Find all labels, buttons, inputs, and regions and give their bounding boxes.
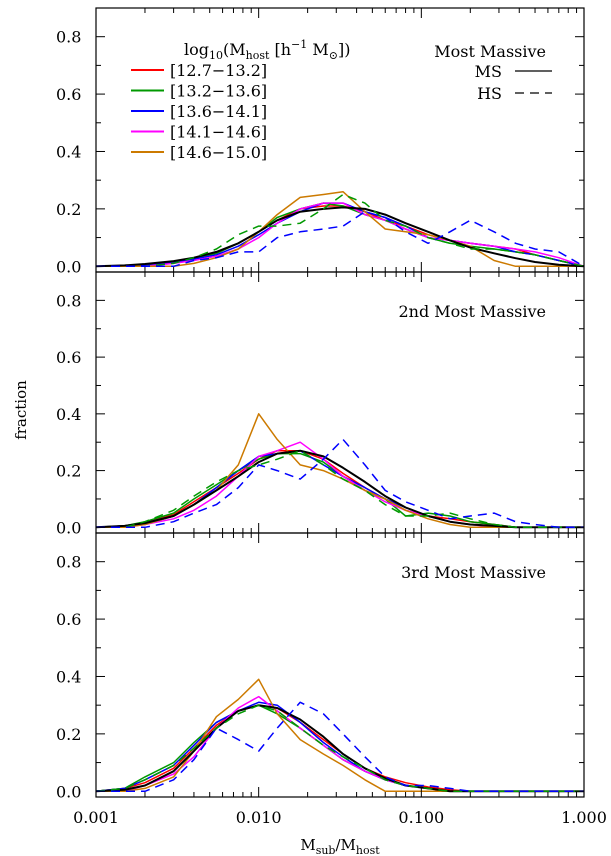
series-line-8 (96, 210, 585, 268)
legend-title-sun: ⊙ (329, 49, 338, 62)
legend-style-label: MS (475, 62, 502, 81)
series-line-6 (95, 449, 584, 529)
series-line-1 (95, 449, 584, 529)
legend-title-close: ]) (338, 40, 350, 59)
y-tick-label: 0.2 (56, 462, 81, 481)
series-line-4 (96, 202, 585, 268)
x-tick-label: 1.000 (561, 808, 607, 827)
panel-1: 0.0 0.2 0.4 0.6 0.8 Most Massive (56, 7, 585, 276)
legend-title-log-sub: 10 (209, 49, 223, 62)
legend-style-entries: MS HS (475, 62, 552, 103)
y-tick-label: 0.8 (56, 28, 81, 47)
y-tick-label: 0.2 (56, 725, 81, 744)
panel-2: 0.0 0.2 0.4 0.6 0.8 2nd Most Massive (56, 271, 585, 537)
x-axis-title-sub2: host (356, 844, 380, 856)
legend-entries: [12.7−13.2] [13.2−13.6][13.6−14.1] [14.1−1… (131, 61, 267, 162)
panel-frame (95, 532, 585, 798)
y-tick-label: 0.4 (56, 142, 81, 161)
legend-title-exp: −1 (291, 38, 307, 51)
y-tick-label: 0.0 (56, 782, 81, 801)
legend-entry-label: [13.2−13.6] (170, 82, 267, 101)
x-tick-label: 0.010 (236, 808, 282, 827)
panel-label: 3rd Most Massive (401, 563, 546, 582)
series-line-5 (96, 190, 584, 268)
y-tick-label: 0.4 (56, 405, 81, 424)
y-tick-label: 0.0 (56, 518, 81, 537)
legend-title-unit: M (307, 40, 328, 59)
series-line-7 (95, 704, 584, 793)
legend-entry-label: [14.1−14.6] (170, 123, 267, 142)
y-tick-label: 0.2 (56, 200, 81, 219)
legend-title-open: (M (223, 40, 246, 59)
panel-label: Most Massive (434, 42, 546, 61)
series-line-4 (96, 695, 584, 793)
series-line-8 (96, 701, 584, 793)
x-tick-label: 0.100 (398, 808, 444, 827)
series-line-6 (95, 206, 585, 268)
y-axis-title: fraction (12, 380, 30, 440)
y-tick-label: 0.8 (56, 553, 81, 572)
series-line-8 (96, 438, 584, 529)
legend: log10(Mhost [h−1 M⊙]) [12.7−13.2] [13.2−1… (131, 38, 552, 162)
legend-entry-label: [13.6−14.1] (170, 102, 267, 121)
x-axis-title-sub1: sub (316, 844, 336, 856)
y-tick-label: 0.0 (56, 257, 81, 276)
legend-title-log: log (184, 40, 209, 59)
y-tick-label: 0.4 (56, 667, 81, 686)
legend-entry-label: [12.7−13.2] (170, 61, 267, 80)
y-tick-label: 0.6 (56, 610, 81, 629)
panel-label: 2nd Most Massive (398, 302, 546, 321)
x-axis-title: Msub/Mhost (300, 836, 380, 856)
x-axis-title-main: M (300, 836, 315, 854)
y-tick-label: 0.6 (56, 85, 81, 104)
panel-3: 0.0 0.2 0.4 0.6 0.8 3rd Most Massive (56, 532, 585, 801)
legend-style-label: HS (477, 84, 502, 103)
series-line-7 (96, 193, 585, 268)
legend-entry-label: [14.6−15.0] (170, 143, 267, 162)
y-tick-label: 0.6 (56, 348, 81, 367)
x-axis-title-mid: /M (335, 836, 355, 854)
y-tick-label: 0.8 (56, 291, 81, 310)
axis-labels: fraction Msub/Mhost 0.001 0.010 0.100 1.000 (12, 380, 607, 856)
series-line-7 (96, 449, 584, 529)
legend-title-host-sub: host (246, 49, 270, 62)
x-tick-label: 0.001 (73, 808, 119, 827)
legend-title-bracket: [h (269, 40, 291, 59)
legend-title: log10(Mhost [h−1 M⊙]) (184, 38, 350, 62)
